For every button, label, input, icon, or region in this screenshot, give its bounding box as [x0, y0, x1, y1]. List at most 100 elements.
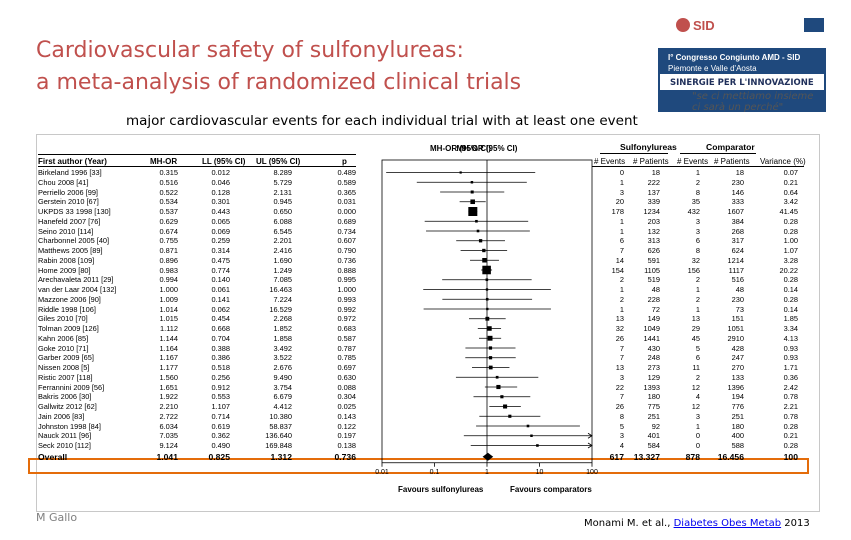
header-rule-comp	[680, 153, 756, 154]
cell-or: 7.035	[159, 431, 179, 441]
cell-pt1: 1441	[643, 333, 660, 343]
cell-ll: 1.107	[211, 402, 231, 411]
cell-ev2: 12	[691, 382, 700, 392]
cell-ll: 0.140	[211, 275, 231, 285]
cell-ul: 3.522	[273, 353, 293, 363]
cell-var: 1.85	[783, 314, 798, 324]
cell-or: 1.112	[160, 324, 178, 333]
cell-p: 0.589	[337, 177, 357, 187]
point-marker	[482, 257, 487, 263]
cell-p: 0.683	[337, 324, 357, 333]
cell-or: 1.651	[159, 382, 179, 392]
cell-pt1: 273	[647, 363, 660, 372]
cell-ev2: 156	[687, 265, 700, 275]
cell-ul: 2.416	[273, 246, 293, 255]
cell-or: 2.722	[159, 411, 179, 421]
cell-var: 0.78	[783, 411, 798, 421]
cell-ll: 0.256	[211, 372, 231, 382]
point-marker	[487, 335, 493, 341]
cell-author: Ferrannini 2009 [56]	[38, 382, 105, 392]
cell-ll: 0.314	[211, 246, 231, 255]
cell-pt2: 588	[731, 441, 744, 450]
cell-author: Matthews 2005 [89]	[38, 246, 103, 255]
cell-ul: 58.837	[269, 421, 292, 431]
cell-var: 0.07	[783, 168, 798, 177]
cell-var: 20.22	[779, 265, 799, 275]
cell-ll: 0.553	[211, 392, 231, 402]
cell-p: 0.736	[337, 255, 357, 265]
cell-p: 0.197	[337, 431, 357, 441]
header-patients-comp: # Patients	[714, 157, 750, 166]
point-marker	[478, 239, 483, 243]
header-p: p	[342, 157, 347, 166]
citation: Monami M. et al., Diabetes Obes Metab 20…	[584, 518, 810, 529]
cell-pt1: 92	[651, 421, 660, 431]
cell-ev2: 6	[695, 353, 700, 363]
cell-pt2: 251	[731, 411, 744, 421]
cell-ev2: 5	[695, 343, 700, 353]
cell-or: 1.922	[159, 392, 179, 402]
citation-year: 2013	[781, 518, 810, 529]
header-ul: UL (95% CI)	[256, 157, 301, 166]
cell-author: Nissen 2008 [5]	[38, 363, 90, 372]
cell-or: 0.516	[159, 177, 179, 187]
cell-pt1: 149	[647, 314, 660, 324]
cell-pt2: 180	[731, 421, 744, 431]
cell-pt2: 268	[731, 226, 744, 236]
cell-author: Nauck 2011 [96]	[38, 431, 92, 441]
cell-pt2: 384	[731, 216, 744, 226]
overall-cell-ul: 1.312	[270, 451, 292, 462]
cell-ul: 3.492	[273, 343, 293, 353]
cell-ev1: 22	[615, 382, 624, 392]
cell-p: 0.000	[337, 207, 357, 216]
cell-author: Rabin 2008 [109]	[38, 255, 95, 265]
cell-pt2: 73	[735, 304, 744, 314]
header-events-comp: # Events	[677, 157, 709, 166]
cell-p: 0.587	[337, 333, 357, 343]
cell-ll: 0.668	[211, 324, 231, 333]
cell-ev2: 2	[695, 275, 700, 285]
cell-ev2: 2	[695, 177, 700, 187]
cell-pt1: 1234	[643, 207, 660, 216]
cell-ul: 169.848	[265, 441, 292, 450]
cell-pt2: 146	[731, 187, 744, 197]
cell-var: 0.28	[783, 216, 798, 226]
point-marker	[503, 404, 508, 409]
cell-or: 0.315	[159, 168, 179, 177]
cell-pt2: 516	[731, 275, 744, 285]
cell-p: 0.025	[337, 402, 357, 411]
cell-ev1: 1	[619, 177, 624, 187]
cell-var: 0.64	[783, 187, 798, 197]
cell-ul: 2.268	[273, 314, 293, 324]
cell-ev1: 32	[615, 324, 624, 333]
point-marker	[470, 190, 474, 194]
header-mh-or: MH-OR	[150, 157, 178, 166]
cell-pt2: 1607	[727, 207, 744, 216]
cell-ev2: 29	[691, 324, 700, 333]
cell-p: 0.995	[337, 275, 357, 285]
header-rule-top	[38, 154, 356, 155]
cell-ev1: 3	[619, 187, 624, 197]
cell-var: 0.93	[783, 343, 798, 353]
cell-ev1: 26	[615, 333, 624, 343]
forest-plot-panel	[36, 134, 820, 512]
header-variance: Variance (%)	[760, 157, 806, 166]
cell-var: 1.00	[783, 236, 798, 246]
cell-pt1: 228	[647, 294, 660, 304]
cell-ev2: 1	[695, 421, 700, 431]
cell-p: 0.734	[337, 226, 357, 236]
cell-ul: 1.249	[273, 265, 293, 275]
cell-ev1: 7	[619, 246, 624, 255]
citation-journal-link[interactable]: Diabetes Obes Metab	[673, 518, 782, 529]
point-marker	[475, 219, 478, 223]
cell-ev1: 2	[619, 294, 624, 304]
cell-pt2: 624	[731, 246, 744, 255]
cell-p: 0.143	[337, 411, 357, 421]
cell-or: 1.014	[159, 304, 179, 314]
cell-pt1: 339	[647, 197, 660, 207]
point-marker	[487, 326, 492, 331]
cell-p: 0.972	[337, 314, 357, 324]
cell-author: Seck 2010 [112]	[38, 441, 91, 450]
overall-cell-author: Overall	[38, 451, 68, 462]
cell-pt1: 180	[647, 392, 660, 402]
